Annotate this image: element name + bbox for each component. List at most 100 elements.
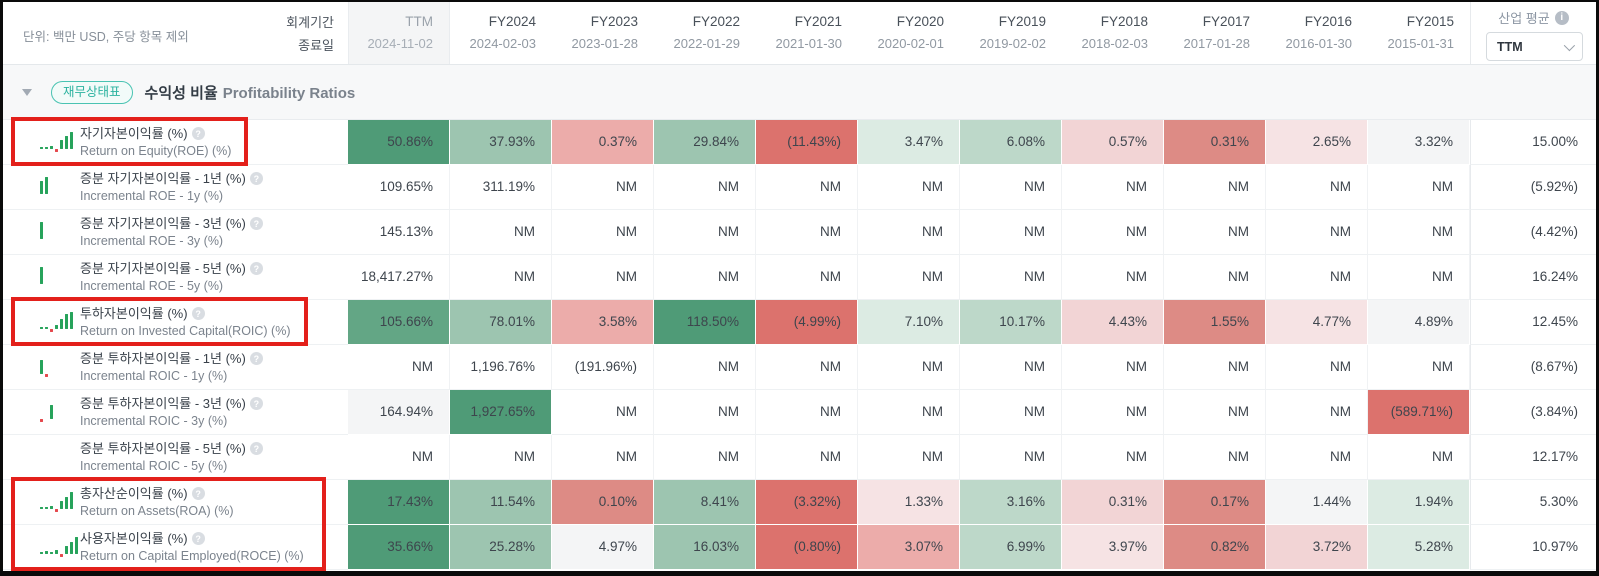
metric-name-ko: 증분 투하자본이익률 - 1년 (%)	[80, 350, 246, 366]
value-cell: 4.89%	[1368, 300, 1470, 345]
column-header-fy2022: FY2022 2022-01-29	[654, 2, 756, 64]
column-end-date: 2019-02-02	[979, 36, 1047, 51]
industry-average-cell: 5.30%	[1470, 480, 1596, 525]
help-icon[interactable]: ?	[249, 217, 263, 230]
section-title-ko: 수익성 비율	[144, 84, 218, 102]
value-cell: 1,196.76%	[450, 345, 552, 390]
column-period-label: FY2019	[998, 14, 1046, 29]
metric-name-ko: 총자산순이익률 (%)	[80, 485, 188, 501]
value-cell: 0.31%	[1164, 120, 1266, 165]
value-cell: NM	[450, 255, 552, 300]
metric-name-en: Return on Assets(ROA) (%)	[80, 503, 234, 518]
section-title-en: Profitability Ratios	[222, 84, 356, 102]
statement-badge: 재무상태표	[51, 80, 133, 104]
value-cell: 37.93%	[450, 120, 552, 165]
value-cell: 25.28%	[450, 525, 552, 570]
value-cell: NM	[1266, 435, 1368, 480]
value-cell: 3.16%	[960, 480, 1062, 525]
value-cell: NM	[858, 255, 960, 300]
metric-name-ko: 증분 투하자본이익률 - 5년 (%)	[80, 440, 246, 456]
metric-label-cell: 사용자본이익률 (%)? Return on Capital Employed(R…	[3, 525, 348, 570]
help-icon[interactable]: ?	[249, 442, 263, 455]
value-cell: NM	[756, 210, 858, 255]
value-cell: 3.58%	[552, 300, 654, 345]
metric-name-en: Incremental ROE - 5y (%)	[80, 278, 224, 293]
value-cell: NM	[960, 255, 1062, 300]
value-cell: (4.99%)	[756, 300, 858, 345]
value-cell: NM	[1266, 165, 1368, 210]
value-cell: NM	[960, 435, 1062, 480]
value-cell: NM	[1368, 210, 1470, 255]
column-period-label: FY2024	[488, 14, 536, 29]
table-row: 증분 투하자본이익률 - 1년 (%)? Incremental ROIC - 1…	[3, 345, 1596, 390]
column-end-date: 2024-11-02	[367, 36, 433, 51]
value-cell: 118.50%	[654, 300, 756, 345]
help-icon[interactable]: ?	[191, 532, 205, 545]
value-cell: NM	[960, 210, 1062, 255]
table-row: 증분 투하자본이익률 - 5년 (%)? Incremental ROIC - 5…	[3, 435, 1596, 480]
value-cell: NM	[1062, 165, 1164, 210]
help-icon[interactable]: ?	[191, 307, 205, 320]
help-icon[interactable]: ?	[249, 262, 263, 275]
value-cell: NM	[1062, 345, 1164, 390]
metric-label-cell: 증분 투하자본이익률 - 5년 (%)? Incremental ROIC - 5…	[3, 435, 348, 480]
metric-name-en: Return on Invested Capital(ROIC) (%)	[80, 323, 291, 338]
help-icon[interactable]: ?	[249, 172, 263, 185]
metric-label-cell: 증분 자기자본이익률 - 5년 (%)? Incremental ROE - 5y…	[3, 255, 348, 300]
value-cell: NM	[1368, 345, 1470, 390]
header-corner: 단위: 백만 USD, 주당 항목 제외 회계기간 종료일	[3, 2, 348, 64]
value-cell: NM	[960, 345, 1062, 390]
help-icon[interactable]: ?	[191, 487, 205, 500]
value-cell: NM	[1266, 210, 1368, 255]
metric-name-en: Incremental ROIC - 5y (%)	[80, 458, 228, 473]
value-cell: 8.41%	[654, 480, 756, 525]
table-body: 자기자본이익률 (%)? Return on Equity(ROE) (%) 50.…	[3, 120, 1596, 570]
industry-period-dropdown[interactable]: TTM	[1486, 32, 1583, 61]
value-cell: 17.43%	[348, 480, 450, 525]
value-cell: 1.94%	[1368, 480, 1470, 525]
value-cell: 3.07%	[858, 525, 960, 570]
metric-label-cell: 증분 투하자본이익률 - 1년 (%)? Incremental ROIC - 1…	[3, 345, 348, 390]
metric-label-cell: 증분 자기자본이익률 - 3년 (%)? Incremental ROE - 3y…	[3, 210, 348, 255]
dropdown-selected-value: TTM	[1497, 39, 1523, 54]
value-cell: NM	[1164, 210, 1266, 255]
sparkline-chart	[40, 173, 75, 201]
metric-name-en: Incremental ROIC - 3y (%)	[80, 413, 228, 428]
metric-name-ko: 자기자본이익률 (%)	[80, 125, 188, 141]
value-cell: NM	[552, 210, 654, 255]
value-cell: 311.19%	[450, 165, 552, 210]
value-cell: NM	[1062, 255, 1164, 300]
sparkline-chart	[40, 218, 75, 246]
collapse-arrow-icon[interactable]	[22, 88, 32, 96]
value-cell: 0.37%	[552, 120, 654, 165]
value-cell: 29.84%	[654, 120, 756, 165]
value-cell: NM	[1062, 390, 1164, 435]
value-cell: NM	[1266, 390, 1368, 435]
value-cell: (3.32%)	[756, 480, 858, 525]
metric-name-ko: 증분 자기자본이익률 - 5년 (%)	[80, 260, 246, 276]
value-cell: NM	[348, 345, 450, 390]
info-icon[interactable]: i	[1554, 10, 1569, 25]
value-cell: 0.10%	[552, 480, 654, 525]
value-cell: NM	[1368, 165, 1470, 210]
table-row: 증분 투하자본이익률 - 3년 (%)? Incremental ROIC - 3…	[3, 390, 1596, 435]
help-icon[interactable]: ?	[249, 352, 263, 365]
value-cell: 109.65%	[348, 165, 450, 210]
column-end-date: 2016-01-30	[1285, 36, 1353, 51]
help-icon[interactable]: ?	[249, 397, 263, 410]
value-cell: (0.80%)	[756, 525, 858, 570]
value-cell: NM	[858, 435, 960, 480]
value-cell: NM	[552, 255, 654, 300]
column-header-fy2017: FY2017 2017-01-28	[1164, 2, 1266, 64]
value-cell: NM	[654, 255, 756, 300]
value-cell: NM	[1164, 345, 1266, 390]
value-cell: 35.66%	[348, 525, 450, 570]
value-cell: NM	[1062, 435, 1164, 480]
table-row: 사용자본이익률 (%)? Return on Capital Employed(R…	[3, 525, 1596, 570]
value-cell: 4.43%	[1062, 300, 1164, 345]
column-end-date: 2022-01-29	[673, 36, 741, 51]
help-icon[interactable]: ?	[191, 127, 205, 140]
value-cell: 3.32%	[1368, 120, 1470, 165]
table-row: 증분 자기자본이익률 - 3년 (%)? Incremental ROE - 3y…	[3, 210, 1596, 255]
column-header-fy2015: FY2015 2015-01-31	[1368, 2, 1470, 64]
